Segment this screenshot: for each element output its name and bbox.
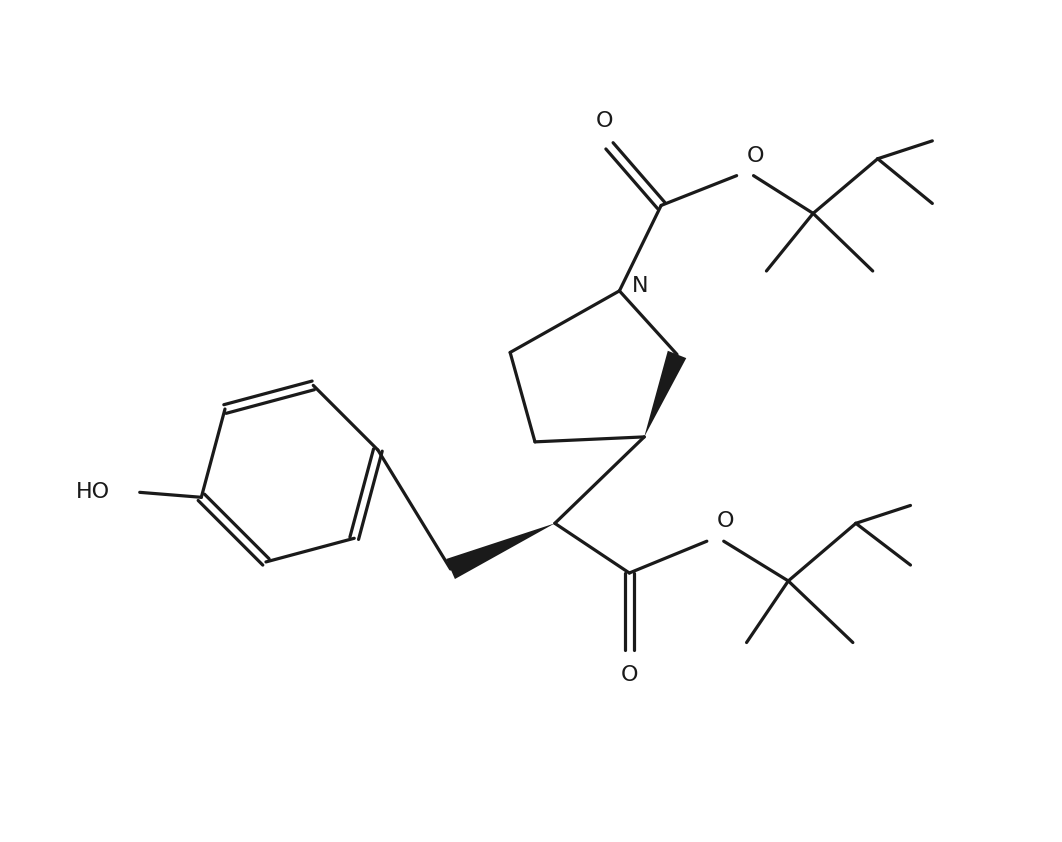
Text: N: N bbox=[632, 276, 649, 296]
Polygon shape bbox=[645, 351, 686, 437]
Polygon shape bbox=[446, 524, 554, 579]
Text: O: O bbox=[596, 111, 613, 131]
Text: O: O bbox=[747, 146, 764, 166]
Text: HO: HO bbox=[75, 482, 110, 503]
Text: O: O bbox=[717, 511, 734, 531]
Text: O: O bbox=[620, 665, 638, 685]
